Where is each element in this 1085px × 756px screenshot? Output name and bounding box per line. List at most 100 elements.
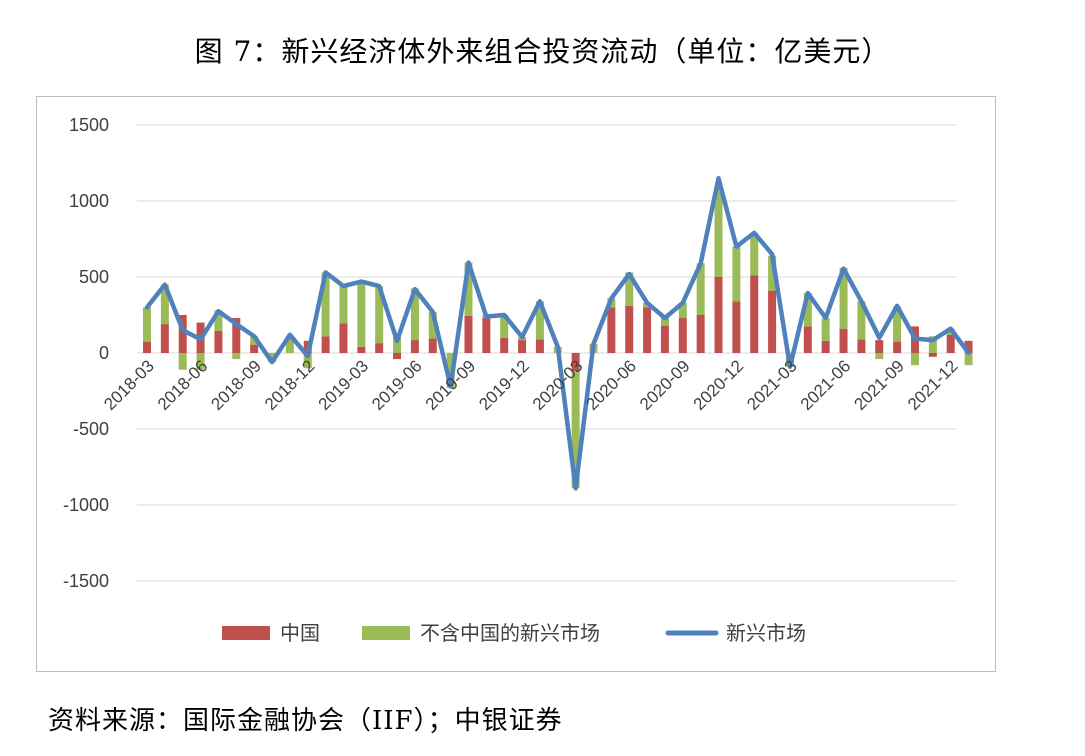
bar-em-ex-china bbox=[696, 263, 705, 315]
bar-china bbox=[964, 340, 973, 353]
bar-em-ex-china bbox=[732, 246, 741, 302]
bar-em-ex-china bbox=[143, 307, 151, 342]
bar-china bbox=[732, 301, 741, 353]
bar-em-ex-china bbox=[625, 272, 634, 306]
series-line-em bbox=[144, 175, 971, 491]
y-tick-label: 1500 bbox=[69, 115, 109, 135]
bar-china bbox=[660, 325, 669, 353]
source-note: 资料来源：国际金融协会（IIF）；中银证券 bbox=[48, 706, 563, 736]
bar-em-ex-china bbox=[160, 284, 169, 325]
x-tick-label: 2018-03 bbox=[100, 356, 158, 414]
bar-china bbox=[643, 307, 652, 353]
bar-em-ex-china bbox=[803, 292, 812, 327]
bar-china bbox=[500, 337, 509, 353]
bar-em-ex-china bbox=[428, 311, 437, 339]
bar-em-ex-china bbox=[678, 302, 687, 319]
bar-china bbox=[571, 353, 580, 372]
bar-em-ex-china bbox=[446, 353, 455, 388]
bar-china bbox=[214, 330, 223, 353]
bar-em-ex-china bbox=[268, 353, 277, 363]
bar-em-ex-china bbox=[178, 353, 187, 370]
bar-em-ex-china bbox=[821, 318, 830, 341]
bar-em-ex-china bbox=[660, 318, 669, 326]
y-tick-label: 1000 bbox=[69, 191, 109, 211]
bar-china bbox=[839, 328, 848, 353]
bar-china bbox=[160, 324, 169, 353]
bar-em-ex-china bbox=[410, 288, 419, 341]
bar-em-ex-china bbox=[285, 336, 294, 353]
bar-china bbox=[946, 334, 955, 353]
bar-em-ex-china bbox=[375, 286, 384, 344]
bar-em-ex-china bbox=[464, 262, 473, 316]
bar-china bbox=[803, 326, 812, 353]
bar-china bbox=[607, 307, 616, 353]
bar-em-ex-china bbox=[857, 301, 866, 340]
bar-china bbox=[696, 315, 705, 353]
y-tick-label: 500 bbox=[79, 267, 109, 287]
bar-china bbox=[143, 341, 151, 353]
bar-china bbox=[535, 339, 544, 353]
x-tick-label: 2018-12 bbox=[261, 356, 319, 414]
bar-em-ex-china bbox=[964, 353, 973, 366]
x-tick-label: 2019-06 bbox=[368, 356, 426, 414]
x-tick-label: 2021-06 bbox=[797, 356, 855, 414]
bar-em-ex-china bbox=[357, 280, 366, 347]
bar-em-ex-china bbox=[321, 272, 330, 337]
bar-em-ex-china bbox=[875, 353, 884, 360]
y-tick-label: -1500 bbox=[63, 571, 109, 591]
legend-label-em-ex-china: 不含中国的新兴市场 bbox=[420, 621, 600, 645]
bar-em-ex-china bbox=[750, 232, 759, 276]
x-tick-label: 2020-12 bbox=[690, 356, 748, 414]
x-tick-label: 2018-09 bbox=[207, 356, 265, 414]
bar-em-ex-china bbox=[535, 301, 544, 340]
legend-swatch-china bbox=[222, 626, 270, 640]
bar-china bbox=[625, 305, 634, 353]
bar-em-ex-china bbox=[500, 315, 509, 338]
bar-china bbox=[893, 341, 902, 353]
bar-china bbox=[339, 323, 348, 353]
bar-china bbox=[250, 344, 259, 353]
bar-china bbox=[750, 275, 759, 353]
bar-china bbox=[928, 353, 937, 357]
x-tick-label: 2021-09 bbox=[850, 356, 908, 414]
x-tick-label: 2019-12 bbox=[475, 356, 533, 414]
bar-china bbox=[875, 340, 884, 353]
bar-em-ex-china bbox=[928, 336, 937, 353]
bar-china bbox=[768, 290, 777, 353]
x-tick-label: 2019-03 bbox=[315, 356, 373, 414]
chart-title: 图 7：新兴经济体外来组合投资流动（单位：亿美元） bbox=[194, 35, 891, 68]
bar-em-ex-china bbox=[571, 371, 580, 489]
bar-em-ex-china bbox=[214, 310, 223, 331]
y-tick-label: -1000 bbox=[63, 495, 109, 515]
legend-swatch-em-ex-china bbox=[362, 626, 410, 640]
bar-em-ex-china bbox=[714, 185, 723, 277]
bar-china bbox=[232, 318, 241, 353]
legend-label-china: 中国 bbox=[280, 621, 320, 645]
bar-china bbox=[428, 338, 437, 353]
bar-em-ex-china bbox=[893, 306, 902, 342]
x-tick-label: 2021-03 bbox=[743, 356, 801, 414]
bar-china bbox=[857, 339, 866, 353]
bar-em-ex-china bbox=[250, 336, 259, 345]
bar-china bbox=[321, 336, 330, 353]
bar-china bbox=[464, 315, 473, 353]
bar-em-ex-china bbox=[339, 286, 348, 324]
x-tick-label: 2020-09 bbox=[636, 356, 694, 414]
bar-em-ex-china bbox=[839, 267, 848, 329]
bar-em-ex-china bbox=[768, 255, 777, 291]
bar-china bbox=[375, 343, 384, 353]
bar-china bbox=[678, 318, 687, 353]
bar-china bbox=[410, 340, 419, 353]
bar-em-ex-china bbox=[232, 353, 241, 360]
bar-em-ex-china bbox=[393, 334, 402, 353]
bar-em-ex-china bbox=[196, 353, 205, 370]
bar-china bbox=[482, 318, 491, 353]
y-tick-label: 0 bbox=[99, 343, 109, 363]
bar-china bbox=[178, 315, 187, 353]
y-tick-label: -500 bbox=[73, 419, 109, 439]
bar-em-ex-china bbox=[303, 353, 312, 369]
legend-label-em: 新兴市场 bbox=[726, 621, 806, 645]
bar-china bbox=[518, 340, 527, 353]
bar-china bbox=[357, 346, 366, 353]
